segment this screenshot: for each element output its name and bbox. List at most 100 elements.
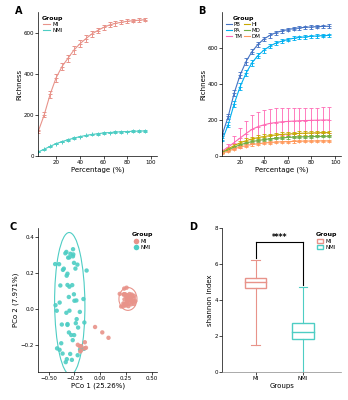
Point: [65, 321, 70, 327]
Point: [57, 299, 62, 306]
Point: [125, 292, 130, 298]
Point: [73, 297, 79, 304]
Point: [128, 296, 134, 303]
Legend: MI, NMI: MI, NMI: [130, 231, 154, 251]
Legend: MI, NMI: MI, NMI: [315, 231, 338, 251]
Point: [124, 301, 129, 307]
Point: [74, 316, 79, 322]
Y-axis label: Richness: Richness: [16, 68, 22, 100]
Point: [125, 294, 131, 301]
X-axis label: Percentage (%): Percentage (%): [255, 166, 308, 173]
Point: [74, 262, 80, 268]
Point: [100, 329, 105, 336]
Point: [124, 298, 130, 305]
Point: [123, 302, 128, 309]
Point: [120, 303, 126, 310]
X-axis label: PCo 1 (25.26%): PCo 1 (25.26%): [71, 382, 125, 389]
Point: [70, 246, 76, 252]
Point: [122, 291, 128, 298]
Point: [125, 298, 131, 304]
Point: [72, 298, 77, 304]
Point: [64, 249, 69, 255]
Point: [121, 291, 127, 297]
Point: [127, 293, 133, 299]
Point: [66, 284, 72, 290]
Point: [118, 303, 124, 310]
Point: [69, 357, 75, 363]
Point: [129, 291, 134, 298]
Point: [53, 302, 58, 308]
Point: [106, 334, 111, 341]
Y-axis label: shannon index: shannon index: [207, 274, 213, 326]
Point: [65, 322, 70, 328]
Point: [54, 345, 60, 352]
Point: [58, 340, 64, 346]
Point: [66, 294, 72, 300]
Point: [78, 347, 84, 354]
Point: [75, 342, 81, 348]
Point: [70, 282, 75, 288]
Point: [64, 310, 69, 316]
Text: D: D: [189, 222, 197, 232]
Text: B: B: [199, 6, 206, 16]
Point: [81, 319, 87, 326]
Bar: [245, 278, 266, 288]
Point: [57, 282, 63, 289]
Point: [127, 291, 132, 297]
Point: [122, 302, 128, 308]
Point: [124, 294, 129, 300]
Point: [71, 251, 76, 258]
Point: [56, 261, 62, 267]
X-axis label: Groups: Groups: [269, 382, 294, 388]
Point: [75, 352, 80, 358]
Text: C: C: [10, 222, 17, 232]
Point: [70, 253, 76, 260]
Point: [125, 296, 131, 302]
Point: [131, 298, 137, 305]
Point: [127, 294, 133, 301]
Point: [128, 293, 134, 300]
Point: [70, 337, 76, 343]
Point: [77, 309, 82, 315]
Point: [71, 332, 77, 338]
Point: [61, 266, 66, 272]
Point: [81, 346, 87, 352]
Point: [65, 282, 70, 288]
Point: [124, 296, 130, 302]
Point: [131, 292, 137, 299]
Point: [132, 298, 138, 304]
Point: [81, 296, 86, 302]
Point: [82, 339, 88, 346]
Point: [60, 350, 65, 357]
Point: [82, 345, 87, 352]
Point: [71, 260, 77, 266]
Point: [59, 321, 65, 328]
Point: [65, 254, 71, 261]
Point: [124, 292, 129, 298]
Point: [83, 344, 89, 351]
Point: [73, 320, 79, 326]
Point: [120, 300, 126, 306]
Point: [63, 250, 68, 256]
Legend: PB, PA, TM, HI, MD, DM: PB, PA, TM, HI, MD, DM: [225, 15, 262, 40]
Bar: [292, 322, 314, 339]
Point: [65, 270, 70, 277]
Point: [125, 297, 130, 303]
Point: [78, 348, 83, 355]
Point: [69, 332, 74, 338]
Point: [129, 298, 135, 305]
Point: [129, 293, 135, 299]
Point: [121, 292, 126, 298]
Point: [117, 291, 122, 297]
Point: [75, 324, 81, 331]
Point: [124, 284, 129, 291]
Point: [73, 265, 78, 272]
Point: [68, 351, 73, 357]
Point: [52, 261, 58, 267]
Point: [131, 301, 137, 307]
Point: [66, 329, 72, 336]
Point: [125, 294, 131, 300]
Point: [77, 346, 83, 353]
Point: [54, 308, 60, 314]
Point: [122, 291, 128, 298]
